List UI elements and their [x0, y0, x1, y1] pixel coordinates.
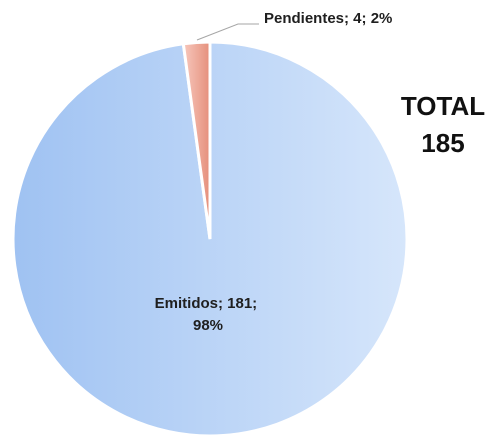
- total-value: 185: [421, 128, 464, 158]
- pie-slice-pendientes: [181, 40, 212, 240]
- slice-label-pendientes: Pendientes; 4; 2%: [264, 10, 392, 27]
- pie-slices: [11, 40, 409, 437]
- pendientes-leader-line: [196, 23, 259, 41]
- slice-label-emitidos-line-2: 98%: [193, 317, 223, 334]
- total-label: TOTAL: [401, 91, 485, 121]
- slice-label-emitidos-line-1: Emitidos; 181;: [155, 295, 258, 312]
- slice-label-emitidos: Emitidos; 181; 98%: [155, 295, 262, 334]
